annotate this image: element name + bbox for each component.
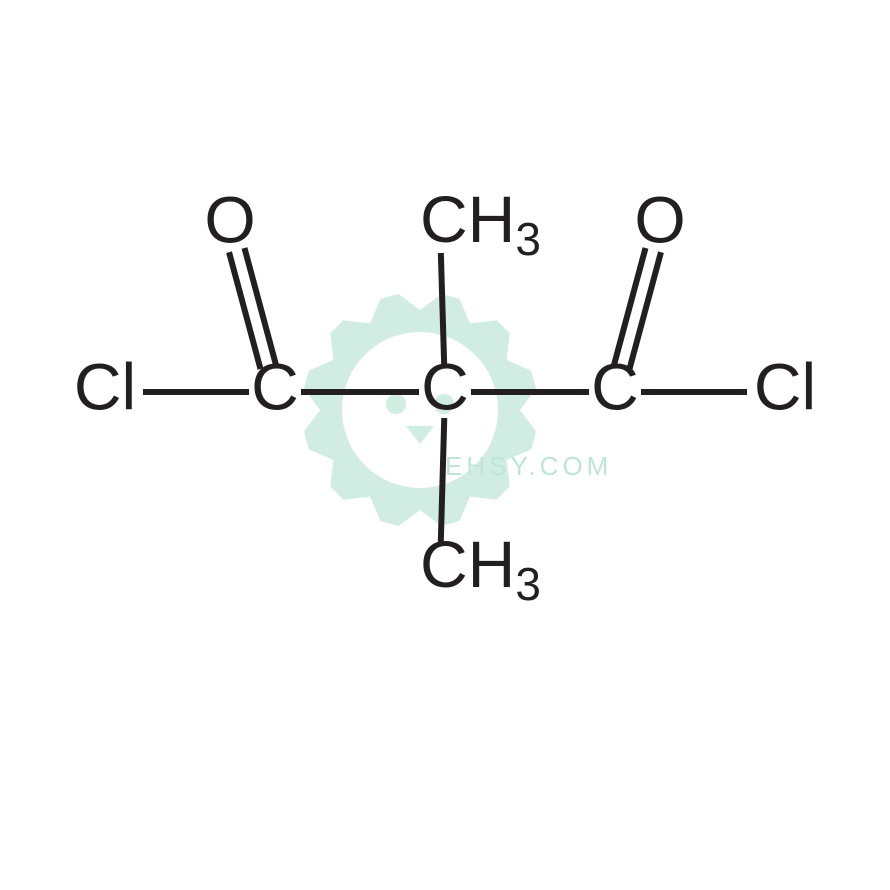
svg-text:CH3: CH3 bbox=[420, 182, 541, 265]
svg-text:CH3: CH3 bbox=[420, 527, 541, 610]
chemical-structure-svg: EHSY.COM Cl C O C CH3 CH3 C O Cl bbox=[0, 0, 890, 890]
atom-C_left: C bbox=[251, 349, 299, 423]
svg-text:O: O bbox=[204, 182, 255, 256]
atom-CH3_top: CH3 bbox=[420, 182, 541, 265]
bond-C_center-CH3_bot bbox=[441, 418, 444, 542]
svg-text:C: C bbox=[591, 349, 639, 423]
atom-C_center: C bbox=[421, 349, 469, 423]
atom-layer: Cl C O C CH3 CH3 C O Cl bbox=[74, 182, 816, 610]
atom-Cl_left: Cl bbox=[74, 349, 136, 423]
svg-text:Cl: Cl bbox=[74, 349, 136, 423]
atom-Cl_right: Cl bbox=[754, 349, 816, 423]
svg-text:O: O bbox=[634, 182, 685, 256]
watermark-gear-icon bbox=[304, 294, 536, 526]
atom-C_right: C bbox=[591, 349, 639, 423]
svg-text:C: C bbox=[421, 349, 469, 423]
svg-text:Cl: Cl bbox=[754, 349, 816, 423]
watermark-text: EHSY.COM bbox=[445, 451, 612, 481]
svg-text:C: C bbox=[251, 349, 299, 423]
atom-O_left: O bbox=[204, 182, 255, 256]
atom-CH3_bot: CH3 bbox=[420, 527, 541, 610]
atom-O_right: O bbox=[634, 182, 685, 256]
